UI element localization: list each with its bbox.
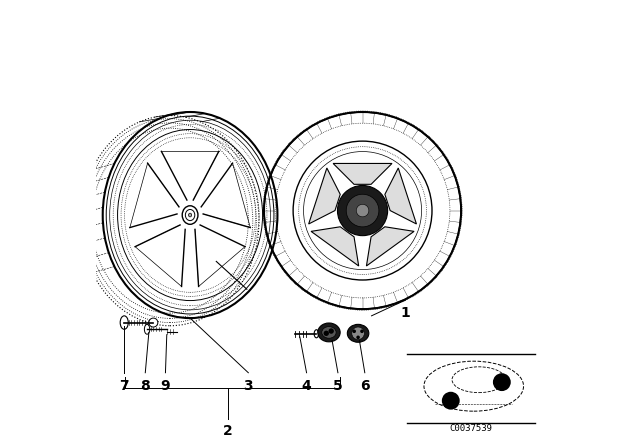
Ellipse shape bbox=[145, 324, 150, 334]
Text: 6: 6 bbox=[360, 379, 370, 392]
Ellipse shape bbox=[120, 316, 128, 329]
Ellipse shape bbox=[189, 213, 191, 217]
Text: 2: 2 bbox=[223, 424, 233, 438]
Circle shape bbox=[346, 194, 379, 227]
Circle shape bbox=[360, 330, 364, 333]
Polygon shape bbox=[308, 168, 340, 224]
Text: 1: 1 bbox=[400, 306, 410, 320]
Ellipse shape bbox=[314, 330, 319, 338]
Text: 9: 9 bbox=[161, 379, 170, 392]
Text: 5: 5 bbox=[333, 379, 343, 392]
Text: C0037539: C0037539 bbox=[450, 424, 493, 433]
Text: 7: 7 bbox=[119, 379, 129, 392]
Polygon shape bbox=[311, 227, 358, 266]
Circle shape bbox=[305, 153, 420, 268]
Polygon shape bbox=[385, 168, 417, 224]
Polygon shape bbox=[333, 164, 392, 184]
Circle shape bbox=[328, 328, 334, 334]
Circle shape bbox=[353, 330, 356, 333]
Ellipse shape bbox=[348, 324, 369, 342]
Circle shape bbox=[149, 318, 158, 327]
Circle shape bbox=[356, 204, 369, 217]
Circle shape bbox=[442, 392, 460, 409]
Ellipse shape bbox=[317, 323, 340, 342]
Circle shape bbox=[356, 336, 360, 339]
Circle shape bbox=[337, 185, 388, 236]
Polygon shape bbox=[367, 227, 414, 266]
Text: 4: 4 bbox=[301, 379, 312, 392]
Circle shape bbox=[352, 327, 364, 340]
Text: 8: 8 bbox=[140, 379, 150, 392]
Circle shape bbox=[324, 331, 329, 336]
Ellipse shape bbox=[322, 327, 336, 338]
Circle shape bbox=[493, 373, 511, 391]
Text: 3: 3 bbox=[243, 379, 253, 392]
